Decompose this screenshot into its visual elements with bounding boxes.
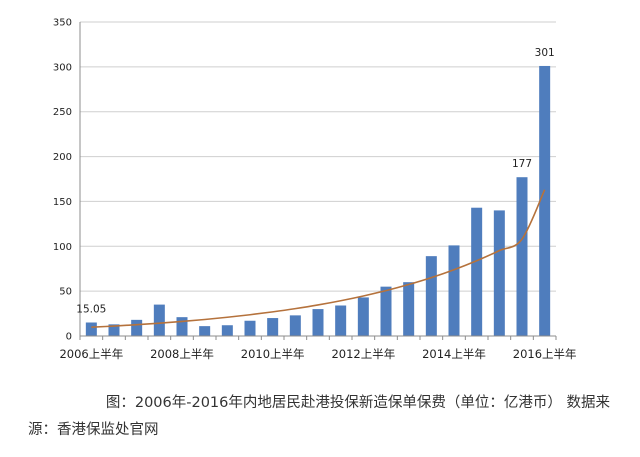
bar-2013上半年 — [403, 282, 415, 336]
bar-2010上半年 — [267, 318, 279, 336]
x-tick-label-2008上半年: 2008上半年 — [150, 347, 214, 361]
bar-2015下半年 — [516, 177, 528, 336]
bar-2014下半年 — [471, 207, 483, 336]
bar-2007上半年 — [131, 319, 143, 336]
exponential-trendline — [91, 189, 546, 329]
figure-caption: 图：2006年-2016年内地居民赴港投保新造保单保费（单位：亿港币） 数据来 … — [0, 390, 640, 444]
bar-2006下半年 — [108, 324, 120, 336]
y-tick-label-150: 150 — [53, 197, 72, 208]
y-tick-label-200: 200 — [53, 152, 72, 163]
x-tick-label-2012上半年: 2012上半年 — [331, 347, 395, 361]
bar-2008下半年 — [199, 326, 211, 336]
bar-2009下半年 — [244, 320, 256, 336]
data-label-301: 301 — [535, 47, 555, 59]
chart-area: 0 50 100 150 200 250 300 350 2006上半年 2008上半年 2010上… — [53, 18, 577, 362]
x-tick-label-2006上半年: 2006上半年 — [59, 347, 123, 361]
bar-2012上半年 — [357, 297, 369, 336]
bar-2009上半年 — [221, 325, 233, 336]
caption-line-2: 源：香港保监处官网 — [28, 422, 159, 438]
data-label-15.05: 15.05 — [76, 303, 106, 315]
bar-2014上半年 — [448, 245, 460, 336]
bar-2011下半年 — [335, 305, 347, 336]
bar-series — [85, 65, 551, 337]
grid-lines — [80, 21, 556, 292]
bar-2016上半年 — [539, 65, 551, 337]
x-tick-label-2010上半年: 2010上半年 — [241, 347, 305, 361]
y-tick-label-100: 100 — [53, 242, 72, 253]
y-tick-label-50: 50 — [59, 287, 72, 298]
bar-2007下半年 — [153, 304, 165, 336]
bar-2013下半年 — [425, 256, 437, 336]
x-tick-label-2016上半年: 2016上半年 — [513, 347, 577, 361]
trendline — [91, 189, 546, 329]
y-tick-label-0: 0 — [66, 332, 72, 343]
y-tick-label-250: 250 — [53, 107, 72, 118]
caption-line-1: 图：2006年-2016年内地居民赴港投保新造保单保费（单位：亿港币） 数据来 — [105, 395, 610, 411]
y-tick-label-300: 300 — [53, 62, 72, 73]
bar-2010下半年 — [289, 315, 301, 336]
x-tick-label-2014上半年: 2014上半年 — [422, 347, 486, 361]
axes — [79, 22, 557, 340]
y-tick-label-350: 350 — [53, 18, 72, 29]
premium-bar-chart: 0 50 100 150 200 250 300 350 2006上半年 2008上半年 2010上… — [53, 18, 577, 362]
data-label-177: 177 — [512, 158, 532, 170]
labels: 0 50 100 150 200 250 300 350 2006上半年 2008上半年 2010上… — [53, 18, 577, 362]
bar-2008上半年 — [176, 317, 188, 336]
bar-2006上半年 — [85, 322, 97, 336]
bar-2012下半年 — [380, 286, 392, 336]
bar-2015上半年 — [493, 210, 505, 336]
bar-2011上半年 — [312, 309, 324, 336]
